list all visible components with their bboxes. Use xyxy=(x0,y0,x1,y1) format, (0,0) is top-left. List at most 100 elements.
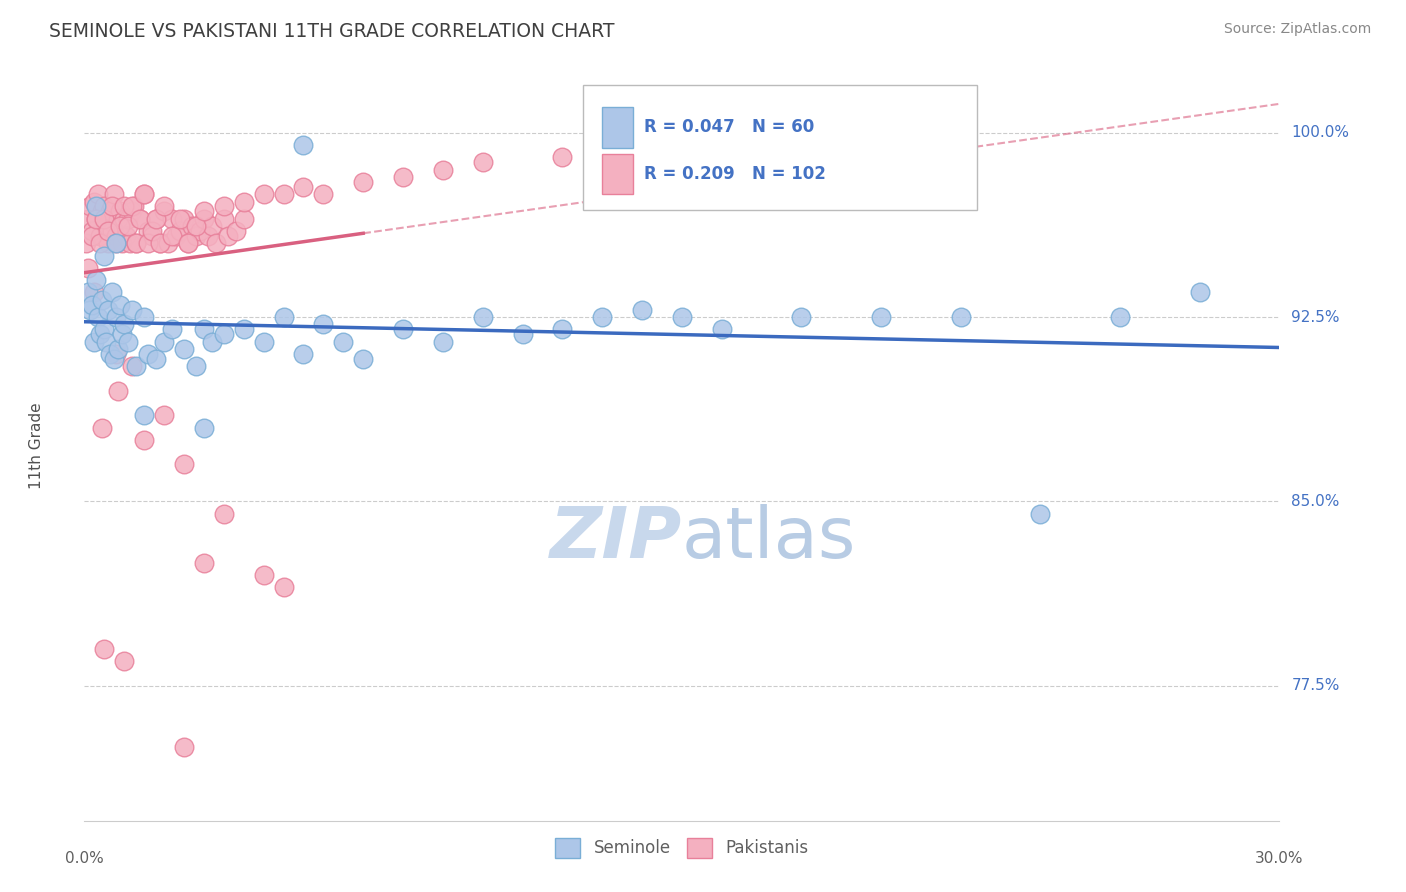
Point xyxy=(193,211,215,226)
Point xyxy=(184,219,207,234)
Point xyxy=(193,204,215,219)
Point xyxy=(96,334,118,349)
Point xyxy=(273,187,295,202)
Point xyxy=(352,175,374,189)
Point xyxy=(949,310,972,324)
Point xyxy=(79,199,101,213)
Point xyxy=(132,187,156,202)
Point xyxy=(125,236,148,251)
Point xyxy=(201,219,224,234)
Point xyxy=(352,351,374,366)
Point xyxy=(98,347,121,361)
Point xyxy=(111,327,134,342)
Point xyxy=(110,219,132,234)
Point xyxy=(1188,285,1211,300)
Point xyxy=(253,187,276,202)
Point xyxy=(591,310,613,324)
Point xyxy=(392,322,415,336)
Point xyxy=(121,204,143,219)
Point xyxy=(121,199,143,213)
Point xyxy=(160,211,183,226)
Point xyxy=(132,433,156,447)
Point xyxy=(232,211,254,226)
Point xyxy=(471,155,494,169)
Point xyxy=(141,224,163,238)
Point xyxy=(105,347,128,361)
Point xyxy=(77,211,100,226)
Point xyxy=(91,204,114,219)
Point xyxy=(107,342,129,356)
Point xyxy=(512,327,534,342)
Point xyxy=(332,334,354,349)
Text: 92.5%: 92.5% xyxy=(1292,310,1340,325)
Point xyxy=(153,204,176,219)
Point xyxy=(149,236,172,251)
Point xyxy=(631,302,654,317)
Point xyxy=(87,310,110,324)
Point xyxy=(184,229,207,244)
Point xyxy=(115,229,138,244)
Text: R = 0.209   N = 102: R = 0.209 N = 102 xyxy=(644,165,825,183)
Point xyxy=(86,211,108,226)
Point xyxy=(110,298,132,312)
Legend: Seminole, Pakistanis: Seminole, Pakistanis xyxy=(548,831,815,864)
Point xyxy=(93,199,115,213)
Point xyxy=(98,204,121,219)
Point xyxy=(111,236,134,251)
Text: R = 0.047   N = 60: R = 0.047 N = 60 xyxy=(644,119,814,136)
Point xyxy=(105,229,128,244)
Point xyxy=(91,293,114,307)
Point xyxy=(1029,507,1052,521)
Point xyxy=(105,236,128,251)
Text: 100.0%: 100.0% xyxy=(1292,125,1350,140)
Point xyxy=(101,224,124,238)
Point xyxy=(121,302,143,317)
Point xyxy=(96,219,118,234)
Point xyxy=(82,229,104,244)
Point xyxy=(160,322,183,336)
Point xyxy=(83,194,105,209)
Point xyxy=(121,359,143,373)
Point xyxy=(217,229,239,244)
Point xyxy=(181,219,204,234)
Point xyxy=(83,285,105,300)
Point xyxy=(671,310,693,324)
Point xyxy=(173,342,195,356)
Point xyxy=(432,162,454,177)
Point xyxy=(97,302,120,317)
Point xyxy=(101,285,124,300)
Point xyxy=(153,334,176,349)
Point xyxy=(110,204,132,219)
Point xyxy=(79,302,101,317)
Point xyxy=(201,334,224,349)
Point xyxy=(93,249,115,263)
Point xyxy=(169,224,191,238)
Point xyxy=(160,229,183,244)
Point xyxy=(87,187,110,202)
Text: Source: ZipAtlas.com: Source: ZipAtlas.com xyxy=(1223,22,1371,37)
Point xyxy=(149,236,172,251)
Point xyxy=(77,260,100,275)
Point xyxy=(136,347,159,361)
Text: 85.0%: 85.0% xyxy=(1292,494,1340,508)
Point xyxy=(177,236,200,251)
Point xyxy=(129,211,152,226)
Point xyxy=(273,580,295,594)
Text: ZIP: ZIP xyxy=(550,504,682,573)
Point xyxy=(112,211,135,226)
Point xyxy=(165,229,187,244)
Point xyxy=(125,359,148,373)
Point xyxy=(184,359,207,373)
Point xyxy=(292,179,315,194)
Point xyxy=(86,211,108,226)
Text: SEMINOLE VS PAKISTANI 11TH GRADE CORRELATION CHART: SEMINOLE VS PAKISTANI 11TH GRADE CORRELA… xyxy=(49,22,614,41)
Point xyxy=(132,310,156,324)
Point xyxy=(89,236,111,251)
Point xyxy=(273,310,295,324)
Point xyxy=(112,318,135,332)
Point xyxy=(173,458,195,472)
Point xyxy=(83,334,105,349)
Point xyxy=(89,327,111,342)
Point xyxy=(103,187,125,202)
Point xyxy=(312,187,335,202)
